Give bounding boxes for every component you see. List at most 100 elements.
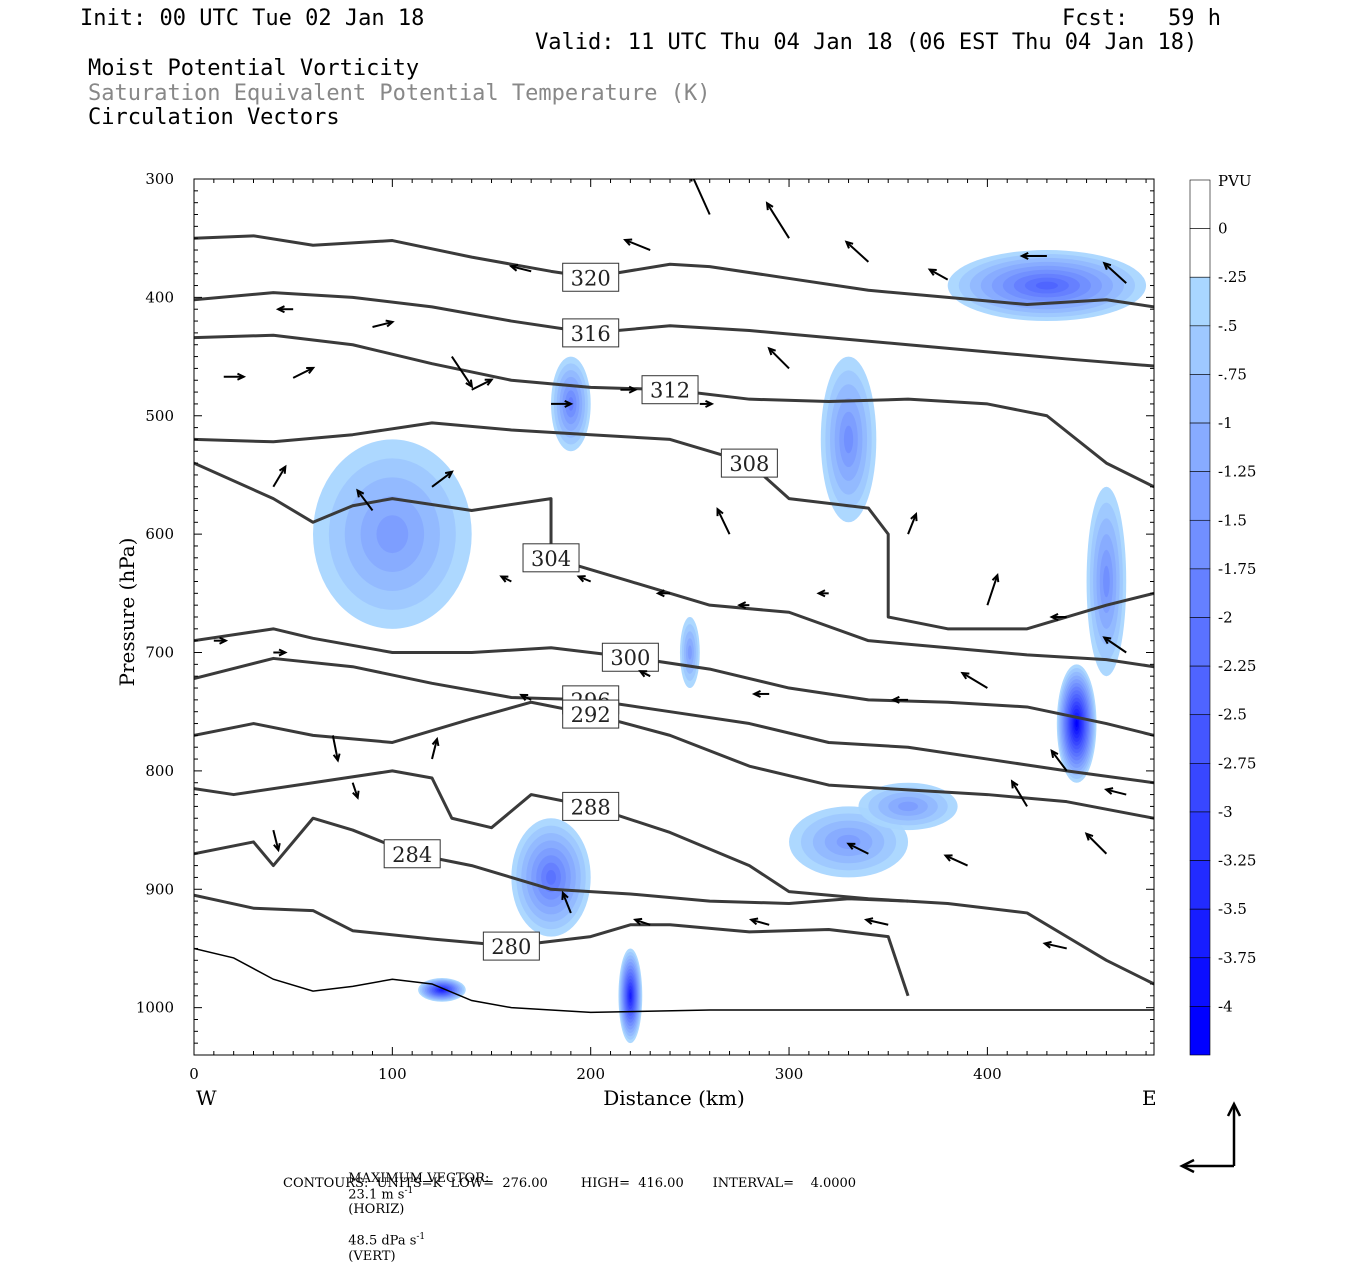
contour-label-box xyxy=(720,448,778,478)
vert-exponent: -1 xyxy=(416,1232,426,1243)
circulation-vector xyxy=(765,201,790,239)
circulation-vector xyxy=(292,366,316,379)
colorbar-bin xyxy=(1189,276,1211,327)
reference-vector-icon xyxy=(1179,1101,1242,1174)
contour-label: 304 xyxy=(531,547,571,571)
y-tick-label: 600 xyxy=(145,525,174,543)
colorbar-bin xyxy=(1189,179,1211,229)
contour-label: 316 xyxy=(571,322,611,346)
y-tick-label: 900 xyxy=(145,880,174,898)
pv-blob xyxy=(843,425,854,454)
pv-blob xyxy=(629,992,632,1000)
horiz-unit: (HORIZ) xyxy=(348,1202,405,1218)
circulation-vector xyxy=(638,670,651,678)
colorbar-bin xyxy=(1189,811,1211,861)
x-end-label-east: E xyxy=(1142,1086,1157,1110)
contour-label-box xyxy=(562,699,620,729)
contour-label: 292 xyxy=(571,703,611,727)
pv-blob xyxy=(1075,719,1078,728)
theta-contour-288 xyxy=(194,769,1154,986)
circulation-vector xyxy=(1102,636,1127,654)
circulation-vector xyxy=(1049,613,1067,621)
circulation-vector xyxy=(816,589,829,598)
theta-contour-284 xyxy=(194,816,909,905)
circulation-vector xyxy=(846,842,869,855)
y-tick-label: 700 xyxy=(145,644,174,662)
circulation-vector xyxy=(623,238,651,251)
circulation-vector xyxy=(499,575,512,583)
circulation-vector xyxy=(986,572,1000,606)
pv-blob xyxy=(687,645,692,660)
colorbar-level-label: -3.75 xyxy=(1218,949,1256,967)
circulation-vector xyxy=(223,372,247,381)
theta-contour-320 xyxy=(194,234,1154,309)
colorbar-bin xyxy=(1189,568,1211,618)
circulation-vector xyxy=(927,268,949,281)
circulation-vector xyxy=(751,690,770,698)
pv-blob xyxy=(836,834,861,850)
colorbar-bin xyxy=(1189,957,1211,1007)
circulation-vector xyxy=(748,917,770,926)
theta-contour-292 xyxy=(194,700,1154,820)
circulation-vector xyxy=(272,829,281,853)
colorbar-level-label: 0 xyxy=(1218,220,1228,238)
ground-surface-line xyxy=(194,947,1154,1014)
circulation-vector xyxy=(551,399,574,408)
colorbar-bin xyxy=(1189,860,1211,910)
contour-label-box xyxy=(641,375,699,405)
circulation-vector xyxy=(767,346,790,370)
contour-label: 280 xyxy=(491,935,531,959)
circulation-vector xyxy=(213,636,229,645)
colorbar-level-label: -3.25 xyxy=(1218,852,1256,870)
colorbar-level-label: -2.25 xyxy=(1218,657,1256,675)
max-vector-vert: 48.5 dPa s xyxy=(348,1233,417,1249)
circulation-vector xyxy=(716,507,731,535)
colorbar-level-label: -2.5 xyxy=(1218,706,1247,724)
x-end-label-west: W xyxy=(196,1086,217,1110)
max-vector-horiz: 23.1 m s xyxy=(348,1187,405,1203)
colorbar-level-label: -2.75 xyxy=(1218,754,1256,772)
max-vector-line: MAXIMUM VECTOR: 23.1 m s-1 (HORIZ) 48.5 … xyxy=(340,1156,489,1264)
y-tick-label: 400 xyxy=(145,288,174,306)
colorbar-bin xyxy=(1189,908,1211,959)
x-axis-label: Distance (km) xyxy=(603,1086,745,1110)
colorbar-level-label: -1.5 xyxy=(1218,511,1247,529)
colorbar-level-label: -3 xyxy=(1218,803,1233,821)
circulation-vector xyxy=(431,736,440,760)
contour-label-box xyxy=(522,543,580,573)
circulation-vector xyxy=(1042,940,1067,950)
circulation-vector xyxy=(471,378,494,391)
x-tick-label: 300 xyxy=(775,1065,804,1083)
circulation-vector xyxy=(576,575,592,583)
circulation-vector xyxy=(372,319,395,328)
circulation-vector xyxy=(699,399,715,408)
theta-contour-312 xyxy=(194,333,1154,489)
forecast-hour: Fcst: 59 h xyxy=(1062,6,1221,31)
colorbar: 0 -.25 -.5 -.75 -1 -1.25 -1.5 -1.75 -2 -2.25 -2.5 -… xyxy=(1189,179,1256,1056)
colorbar-level-label: -.75 xyxy=(1218,365,1247,383)
contour-label: 284 xyxy=(392,843,432,867)
circulation-vector xyxy=(960,671,988,689)
colorbar-bin xyxy=(1189,1006,1211,1056)
theta-contour-300 xyxy=(194,627,1154,737)
circulation-vector xyxy=(351,782,360,800)
colorbar-level-label: -1.75 xyxy=(1218,560,1256,578)
contour-label-box xyxy=(562,318,620,348)
pv-blob xyxy=(376,515,409,554)
circulation-vector xyxy=(1104,787,1127,796)
colorbar-bin xyxy=(1189,617,1211,667)
circulation-vector xyxy=(863,917,889,926)
colorbar-bin xyxy=(1189,471,1211,521)
theta-contour-296 xyxy=(194,656,1154,785)
circulation-vector xyxy=(620,385,638,394)
contour-label-box xyxy=(383,839,441,869)
pv-blob xyxy=(1035,281,1058,290)
colorbar-bin xyxy=(1189,422,1211,472)
colorbar-bin xyxy=(1189,228,1211,278)
colorbar-bin xyxy=(1189,665,1211,716)
circulation-vector xyxy=(451,356,474,389)
colorbar-level-label: -1.25 xyxy=(1218,463,1256,481)
colorbar-bin xyxy=(1189,325,1211,375)
colorbar-level-label: -.5 xyxy=(1218,317,1237,335)
circulation-vector xyxy=(331,735,341,763)
